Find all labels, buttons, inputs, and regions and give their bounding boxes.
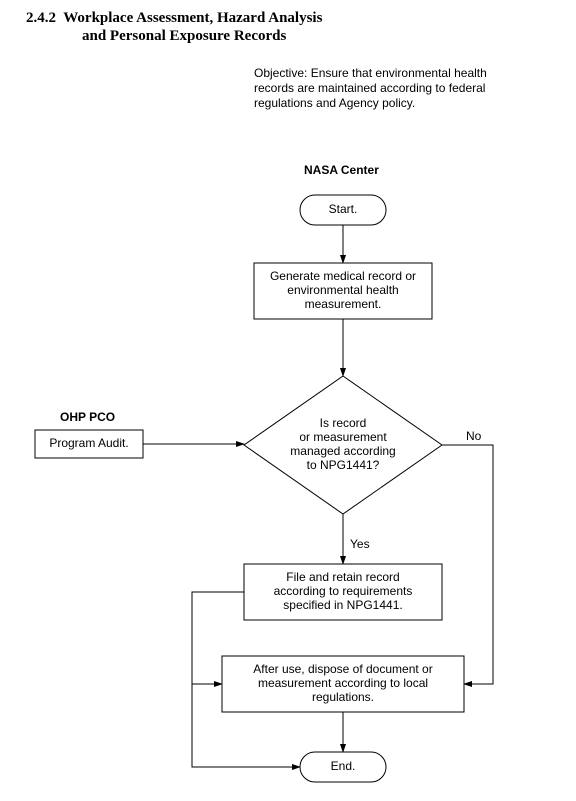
- flowchart-canvas: Start.Generate medical record orenvironm…: [0, 0, 576, 801]
- node-audit-label: Program Audit.: [49, 436, 128, 450]
- node-start-label: Start.: [329, 202, 358, 216]
- node-end-label: End.: [331, 759, 356, 773]
- edge-label-3: Yes: [350, 537, 370, 551]
- node-file-label: File and retain recordaccording to requi…: [274, 570, 413, 612]
- edge-label-4: No: [466, 429, 482, 443]
- edge-4: [442, 445, 493, 684]
